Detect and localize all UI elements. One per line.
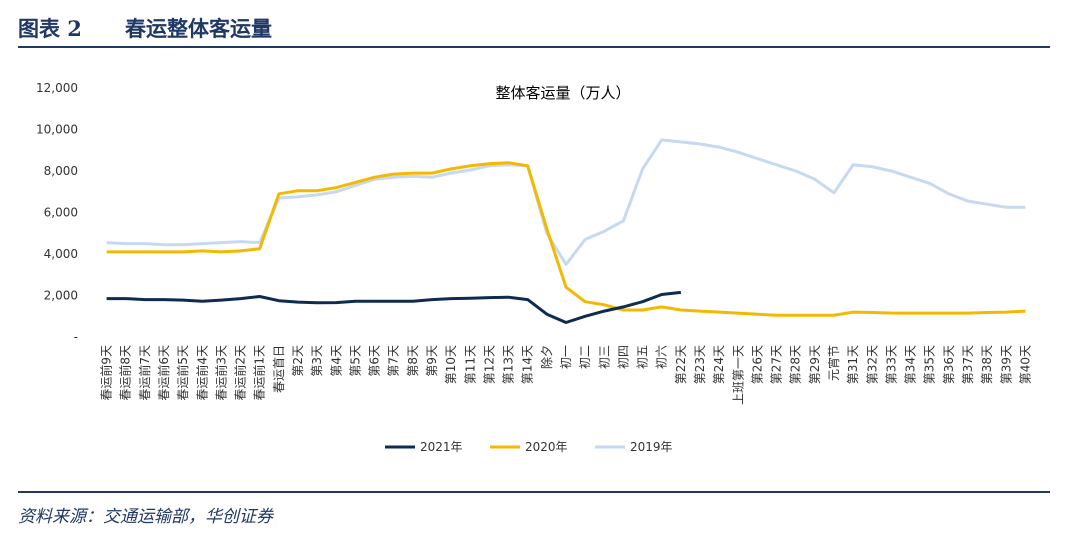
x-tick-label: 春运前8天 [118,345,133,401]
figure-title: 春运整体客运量 [125,16,272,41]
x-tick-label: 第5天 [348,345,362,377]
x-tick-label: 第2天 [291,345,305,377]
x-tick-label: 春运首日 [272,345,286,393]
x-tick-label: 第40天 [1018,345,1032,384]
x-tick-label: 第14天 [521,345,535,384]
series-line [106,290,682,324]
x-tick-label: 第29天 [808,345,822,384]
x-tick-label: 春运前3天 [213,345,228,401]
x-tick-label: 第32天 [865,345,879,384]
x-tick-label: 初六 [655,345,669,369]
x-tick-label: 第39天 [999,345,1013,384]
x-tick-label: 春运前9天 [99,345,114,401]
legend-label: 2019年 [630,440,673,454]
chart-title: 整体客运量（万人） [495,84,630,102]
x-tick-label: 第33天 [884,345,898,384]
y-tick-label: 12,000 [36,81,78,95]
x-tick-label: 初二 [578,345,592,369]
series-line [106,161,1026,317]
x-tick-label: 初五 [636,345,650,369]
x-tick-label: 第7天 [387,345,401,377]
x-tick-label: 春运前7天 [137,345,152,401]
series-line [106,138,1026,266]
x-tick-label: 初三 [597,345,611,369]
x-tick-label: 第38天 [980,345,994,384]
legend-label: 2021年 [420,440,463,454]
y-tick-label: 4,000 [44,247,78,261]
y-tick-label: 6,000 [44,206,78,220]
x-tick-label: 第8天 [406,345,420,377]
x-tick-label: 第35天 [923,345,937,384]
x-tick-label: 第31天 [846,345,860,384]
x-tick-label: 春运前6天 [156,345,171,401]
x-tick-label: 第34天 [904,345,918,384]
x-tick-label: 第27天 [770,345,784,384]
x-tick-label: 除夕 [539,345,554,369]
x-tick-label: 第9天 [425,345,439,377]
x-tick-label: 第4天 [329,345,343,377]
x-tick-label: 元宵节 [826,345,841,381]
x-tick-label: 第10天 [444,345,458,384]
x-tick-label: 初四 [616,345,630,369]
x-tick-label: 第26天 [750,345,764,384]
figure-label: 图表 2 [18,16,82,41]
x-tick-label: 第13天 [502,345,516,384]
x-tick-label: 第22天 [674,345,688,384]
x-tick-label: 第12天 [482,345,496,384]
x-tick-label: 春运前1天 [252,345,267,401]
y-tick-label: 10,000 [36,123,78,137]
y-tick-label: - [74,330,78,344]
y-tick-label: 2,000 [44,289,78,303]
x-tick-label: 春运前4天 [194,345,209,401]
x-tick-label: 第6天 [368,345,382,377]
x-tick-label: 第28天 [789,345,803,384]
x-tick-label: 上班第一天 [731,345,745,405]
x-tick-label: 第36天 [942,345,956,384]
y-tick-label: 8,000 [44,164,78,178]
legend-label: 2020年 [525,440,568,454]
source: 资料来源：交通运输部，华创证券 [18,507,275,527]
x-tick-label: 初一 [559,345,573,369]
x-tick-label: 第24天 [712,345,726,384]
x-tick-label: 春运前2天 [233,345,248,401]
x-tick-label: 第11天 [463,345,477,384]
x-tick-label: 第23天 [693,345,707,384]
x-tick-label: 第3天 [310,345,324,377]
x-tick-label: 第37天 [961,345,975,384]
x-tick-label: 春运前5天 [175,345,190,401]
